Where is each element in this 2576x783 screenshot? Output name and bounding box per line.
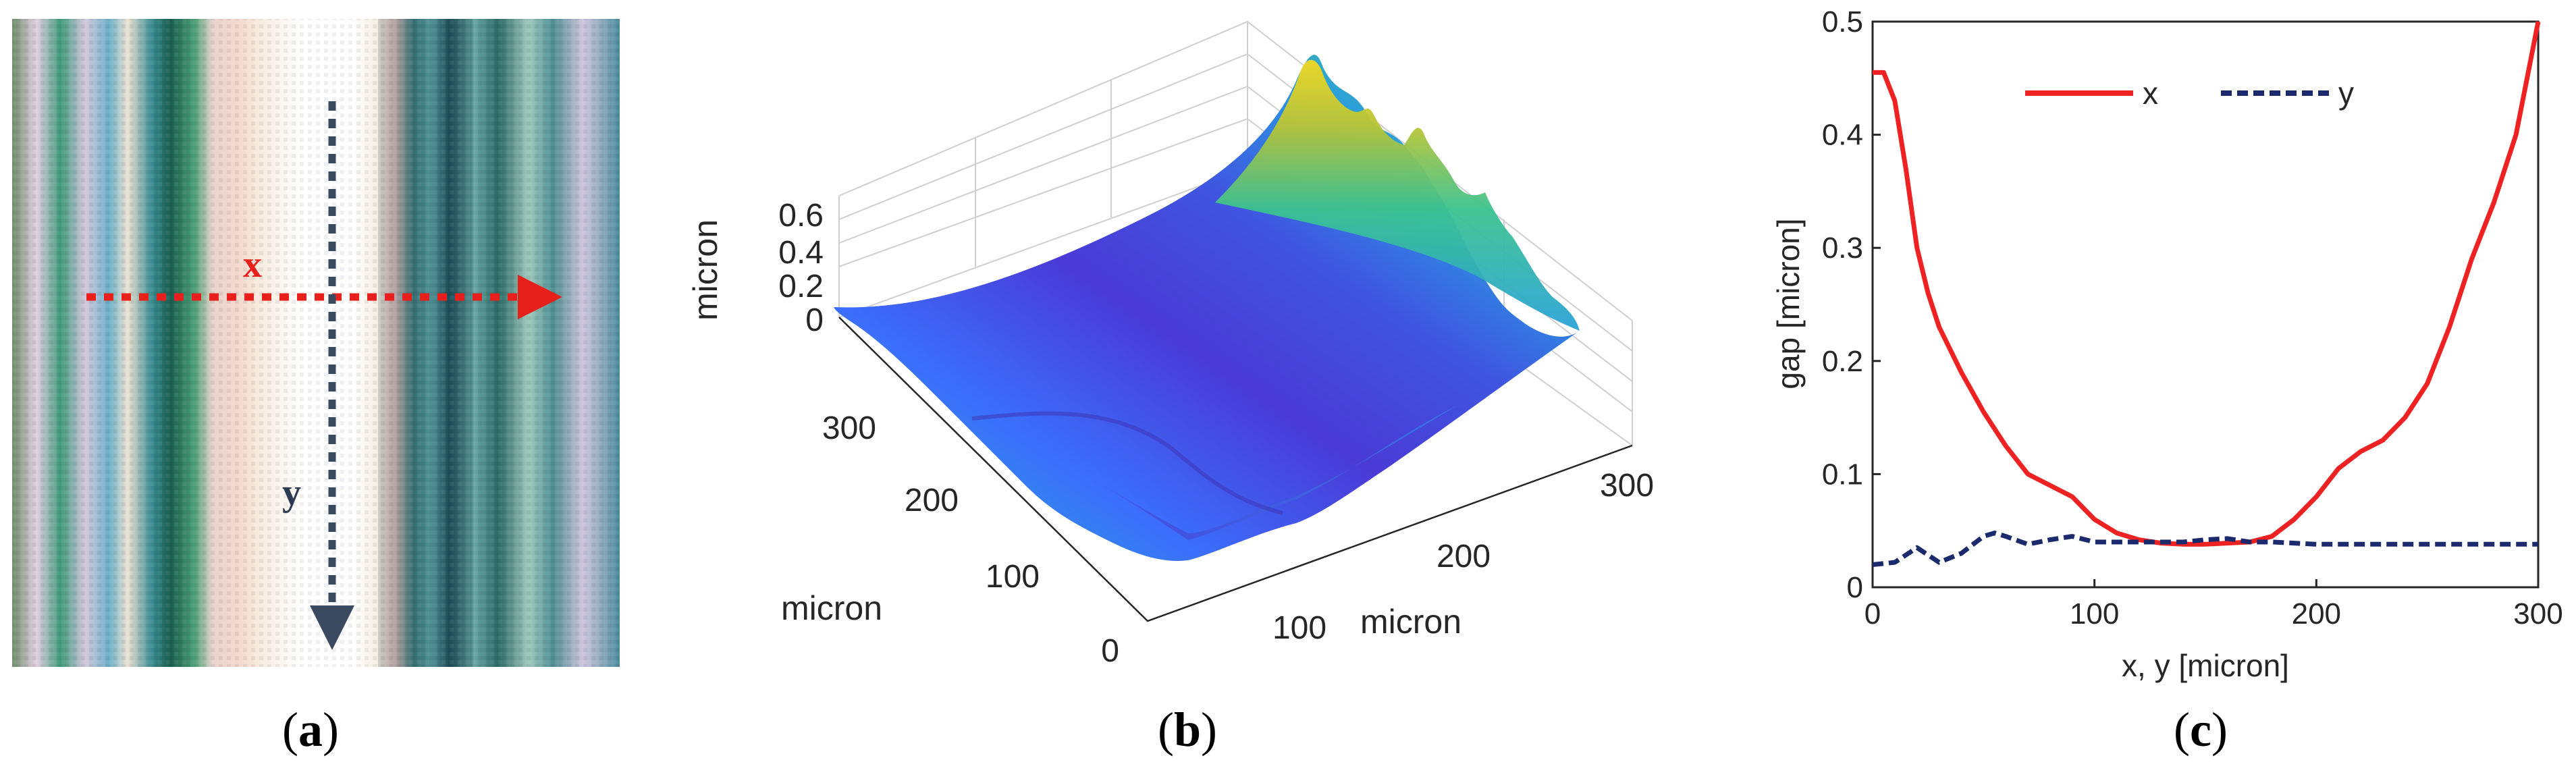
y-tick-200: 200 <box>905 483 959 518</box>
gridlines <box>1871 20 2540 589</box>
z-tick-0.6: 0.6 <box>778 198 824 234</box>
z-axis-label: micron <box>687 219 724 321</box>
legend-x-label: x <box>2143 76 2158 111</box>
y-tick-0: 0 <box>1101 633 1119 669</box>
series-lines <box>1872 21 2541 567</box>
y-tick-label: 0.4 <box>1822 119 1863 152</box>
x-tick-label: 0 <box>1864 597 1881 630</box>
x-tick-label: 100 <box>2070 597 2119 630</box>
y-tick-label: 0.5 <box>1822 5 1863 38</box>
z-tick-0: 0 <box>805 302 824 338</box>
y-ticks: 0 0.1 0.2 0.3 0.4 0.5 <box>1822 5 1863 604</box>
series-y-line <box>1872 531 2538 567</box>
y-tick-label: 0 <box>1847 571 1863 604</box>
x-tick-label: 300 <box>2513 597 2562 630</box>
surface-plot: 0 0.2 0.4 0.6 micron 300 200 100 0 micro… <box>687 20 1654 669</box>
legend-y-label: y <box>2338 76 2354 111</box>
x-ticks: 0 100 200 300 <box>1864 597 2563 630</box>
x-tick-300: 300 <box>1600 468 1654 504</box>
series-x-line <box>1873 21 2541 547</box>
z-tick-0.2: 0.2 <box>778 269 824 304</box>
interference-image: x y <box>12 19 620 667</box>
surface-peaks <box>1215 59 1580 331</box>
x-tick-200: 200 <box>1437 539 1491 574</box>
panel-b: 0 0.2 0.4 0.6 micron 300 200 100 0 micro… <box>635 0 1742 783</box>
y-tick-300: 300 <box>822 410 876 446</box>
z-ticks: 0 0.2 0.4 0.6 <box>778 198 824 338</box>
y-ticks: 300 200 100 0 <box>822 410 1119 669</box>
caption-b: (b) <box>1158 703 1218 757</box>
y-axis-label: y <box>282 472 301 514</box>
caption-a: (a) <box>282 703 339 757</box>
x-axis-label: x, y [micron] <box>2122 648 2289 683</box>
line-chart: 0 0.1 0.2 0.3 0.4 0.5 0 100 200 300 x y gap [mic… <box>1771 5 2563 683</box>
y-tick-100: 100 <box>986 559 1040 595</box>
y-axis-label: micron <box>781 589 882 627</box>
legend: x y <box>2025 76 2354 111</box>
x-axis-label: x <box>243 244 262 286</box>
x-tick-100: 100 <box>1272 610 1326 646</box>
y-tick-label: 0.2 <box>1822 345 1863 378</box>
panel-c: 0 0.1 0.2 0.3 0.4 0.5 0 100 200 300 x y gap [mic… <box>1742 0 2576 783</box>
y-tick-label: 0.1 <box>1822 458 1863 491</box>
panel-a: x y (a) <box>0 0 635 783</box>
plot-frame <box>1871 20 2540 589</box>
y-axis-label: gap [micron] <box>1771 218 1806 389</box>
surface-valley <box>971 411 1283 515</box>
x-ticks: 100 200 300 <box>1272 468 1654 646</box>
y-tick-label: 0.3 <box>1822 232 1863 265</box>
z-tick-0.4: 0.4 <box>778 235 824 271</box>
x-axis-label: micron <box>1360 603 1461 641</box>
caption-c: (c) <box>2174 703 2228 757</box>
floor-axes <box>838 317 1633 622</box>
x-tick-label: 200 <box>2292 597 2341 630</box>
